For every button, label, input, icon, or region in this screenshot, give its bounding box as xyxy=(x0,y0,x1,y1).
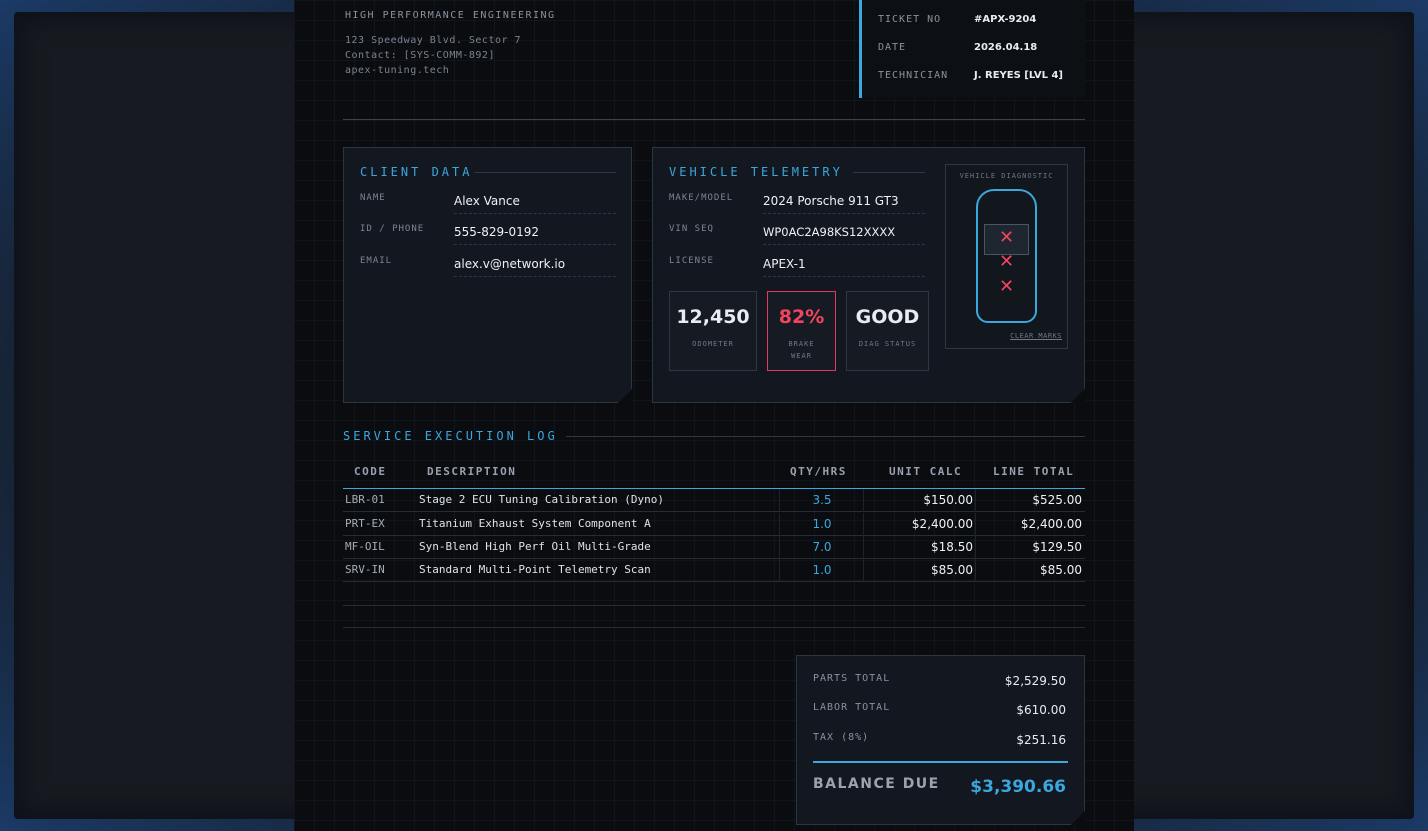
license-value[interactable]: APEX-1 xyxy=(763,253,925,277)
col-header-description: DESCRIPTION xyxy=(427,465,517,478)
damage-mark-icon[interactable]: ✕ xyxy=(999,227,1015,248)
odometer-value: 12,450 xyxy=(676,306,750,328)
row-unit: $18.50 xyxy=(931,540,973,554)
vehicle-diagnostic-widget[interactable]: VEHICLE DIAGNOSTIC ✕ ✕ ✕ CLEAR MARKS xyxy=(945,164,1068,349)
company-address: 123 Speedway Blvd. Sector 7 xyxy=(345,35,522,46)
tax-label: TAX (8%) xyxy=(813,732,870,743)
company-contact: Contact: [SYS-COMM-892] xyxy=(345,50,495,61)
ticket-date: 2026.04.18 xyxy=(974,42,1038,53)
ticket-number-label: TICKET NO xyxy=(878,14,942,25)
row-description: Stage 2 ECU Tuning Calibration (Dyno) xyxy=(419,493,665,506)
vehicle-panel: VEHICLE TELEMETRY MAKE/MODEL 2024 Porsch… xyxy=(652,147,1085,403)
vin-value[interactable]: WP0AC2A98KS12XXXX xyxy=(763,221,925,245)
damage-mark-icon[interactable]: ✕ xyxy=(999,251,1015,272)
ticket-info: TICKET NO #APX-9204 DATE 2026.04.18 TECH… xyxy=(859,0,1085,98)
row-unit: $150.00 xyxy=(923,493,973,507)
row-description: Standard Multi-Point Telemetry Scan xyxy=(419,563,651,576)
panel-corner xyxy=(1071,811,1085,825)
balance-due-value: $3,390.66 xyxy=(970,777,1066,797)
make-model-label: MAKE/MODEL xyxy=(669,193,734,203)
parts-total-label: PARTS TOTAL xyxy=(813,673,891,684)
client-phone-label: ID / PHONE xyxy=(360,224,425,234)
col-header-total: LINE TOTAL xyxy=(993,465,1075,478)
damage-mark-icon[interactable]: ✕ xyxy=(999,276,1015,297)
row-total: $85.00 xyxy=(1040,563,1082,577)
balance-due-label: BALANCE DUE xyxy=(813,776,940,792)
row-code: LBR-01 xyxy=(345,493,385,506)
diag-status-stat: GOOD DIAG STATUS xyxy=(846,291,929,371)
clear-marks-link[interactable]: CLEAR MARKS xyxy=(1010,332,1062,340)
table-header-divider xyxy=(343,488,1085,489)
odometer-label: ODOMETER xyxy=(692,340,734,348)
make-model-value[interactable]: 2024 Porsche 911 GT3 xyxy=(763,190,925,214)
row-total: $525.00 xyxy=(1032,493,1082,507)
client-phone-value[interactable]: 555-829-0192 xyxy=(454,221,616,245)
diag-status-value: GOOD xyxy=(855,306,920,328)
labor-total-value: $610.00 xyxy=(1016,703,1066,717)
company-name: HIGH PERFORMANCE ENGINEERING xyxy=(345,10,556,21)
client-email-label: EMAIL xyxy=(360,256,393,266)
title-divider xyxy=(566,436,1085,437)
service-log-title: SERVICE EXECUTION LOG xyxy=(343,429,558,443)
row-qty[interactable]: 1.0 xyxy=(812,517,832,531)
client-panel: CLIENT DATA NAME Alex Vance ID / PHONE 5… xyxy=(343,147,632,403)
empty-table-row[interactable] xyxy=(343,605,1085,628)
row-total: $2,400.00 xyxy=(1020,517,1082,531)
title-divider xyxy=(853,172,925,173)
client-email-value[interactable]: alex.v@network.io xyxy=(454,253,616,277)
client-name-value[interactable]: Alex Vance xyxy=(454,190,616,214)
client-name-label: NAME xyxy=(360,193,386,203)
tax-value: $251.16 xyxy=(1016,733,1066,747)
row-total: $129.50 xyxy=(1032,540,1082,554)
row-qty[interactable]: 1.0 xyxy=(812,563,832,577)
table-row[interactable]: LBR-01 Stage 2 ECU Tuning Calibration (D… xyxy=(343,489,1085,512)
brake-wear-stat: 82% BRAKE WEAR xyxy=(767,291,836,371)
row-unit: $2,400.00 xyxy=(911,517,973,531)
row-qty[interactable]: 7.0 xyxy=(812,540,832,554)
invoice-sheet: HIGH PERFORMANCE ENGINEERING 123 Speedwa… xyxy=(294,0,1134,831)
header-divider xyxy=(343,119,1085,120)
technician-name: J. REYES [LVL 4] xyxy=(974,70,1063,81)
company-website[interactable]: apex-tuning.tech xyxy=(345,65,450,76)
ticket-number: #APX-9204 xyxy=(974,14,1037,25)
col-header-code: CODE xyxy=(354,465,387,478)
row-description: Syn-Blend High Perf Oil Multi-Grade xyxy=(419,540,651,553)
table-row[interactable]: MF-OIL Syn-Blend High Perf Oil Multi-Gra… xyxy=(343,536,1085,559)
panel-corner xyxy=(1071,389,1085,403)
row-qty[interactable]: 3.5 xyxy=(812,493,832,507)
row-code: MF-OIL xyxy=(345,540,385,553)
brake-wear-label: BRAKE WEAR xyxy=(788,340,815,360)
parts-total-value: $2,529.50 xyxy=(1004,674,1066,688)
table-row[interactable]: SRV-IN Standard Multi-Point Telemetry Sc… xyxy=(343,559,1085,582)
row-code: SRV-IN xyxy=(345,563,385,576)
table-row[interactable]: PRT-EX Titanium Exhaust System Component… xyxy=(343,513,1085,536)
row-code: PRT-EX xyxy=(345,517,385,530)
car-outline-icon[interactable]: ✕ ✕ ✕ xyxy=(976,189,1037,323)
brake-wear-value: 82% xyxy=(778,306,825,328)
balance-divider xyxy=(813,761,1068,763)
diagnostic-title: VEHICLE DIAGNOSTIC xyxy=(959,172,1054,180)
vehicle-panel-title: VEHICLE TELEMETRY xyxy=(669,165,843,179)
row-description: Titanium Exhaust System Component A xyxy=(419,517,651,530)
client-panel-title: CLIENT DATA xyxy=(360,165,473,179)
title-divider xyxy=(474,172,616,173)
odometer-stat: 12,450 ODOMETER xyxy=(669,291,757,371)
row-unit: $85.00 xyxy=(931,563,973,577)
license-label: LICENSE xyxy=(669,256,714,266)
labor-total-label: LABOR TOTAL xyxy=(813,702,891,713)
technician-label: TECHNICIAN xyxy=(878,70,949,81)
panel-corner xyxy=(618,389,632,403)
col-header-unit: UNIT CALC xyxy=(889,465,963,478)
ticket-date-label: DATE xyxy=(878,42,907,53)
diag-status-label: DIAG STATUS xyxy=(858,340,917,348)
vin-label: VIN SEQ xyxy=(669,224,714,234)
car-zone-highlight[interactable] xyxy=(984,224,1029,255)
totals-panel: PARTS TOTAL $2,529.50 LABOR TOTAL $610.0… xyxy=(796,655,1085,825)
col-header-qty: QTY/HRS xyxy=(790,465,847,478)
